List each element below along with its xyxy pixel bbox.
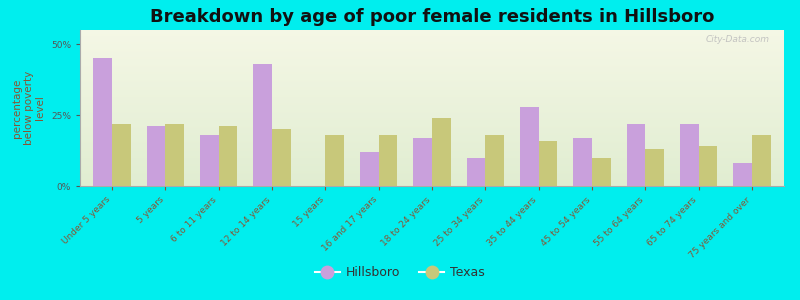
Bar <box>200 135 218 186</box>
Legend: Hillsboro, Texas: Hillsboro, Texas <box>310 262 490 284</box>
Bar <box>254 64 272 186</box>
Bar <box>574 138 592 186</box>
Bar <box>646 149 664 186</box>
Bar <box>626 124 646 186</box>
Bar <box>94 58 112 186</box>
Bar <box>698 146 718 186</box>
Bar <box>378 135 398 186</box>
Bar <box>466 158 486 186</box>
Bar <box>112 124 130 186</box>
Bar <box>680 124 698 186</box>
Bar <box>538 141 558 186</box>
Bar <box>734 163 752 186</box>
Text: City-Data.com: City-Data.com <box>706 35 770 44</box>
Bar <box>218 126 238 186</box>
Bar <box>360 152 378 186</box>
Bar <box>326 135 344 186</box>
Bar <box>486 135 504 186</box>
Title: Breakdown by age of poor female residents in Hillsboro: Breakdown by age of poor female resident… <box>150 8 714 26</box>
Bar <box>166 124 184 186</box>
Bar <box>592 158 610 186</box>
Bar <box>272 129 290 186</box>
Bar <box>520 106 538 186</box>
Bar <box>146 126 166 186</box>
Bar <box>752 135 770 186</box>
Y-axis label: percentage
below poverty
level: percentage below poverty level <box>12 71 46 145</box>
Bar <box>414 138 432 186</box>
Bar <box>432 118 450 186</box>
